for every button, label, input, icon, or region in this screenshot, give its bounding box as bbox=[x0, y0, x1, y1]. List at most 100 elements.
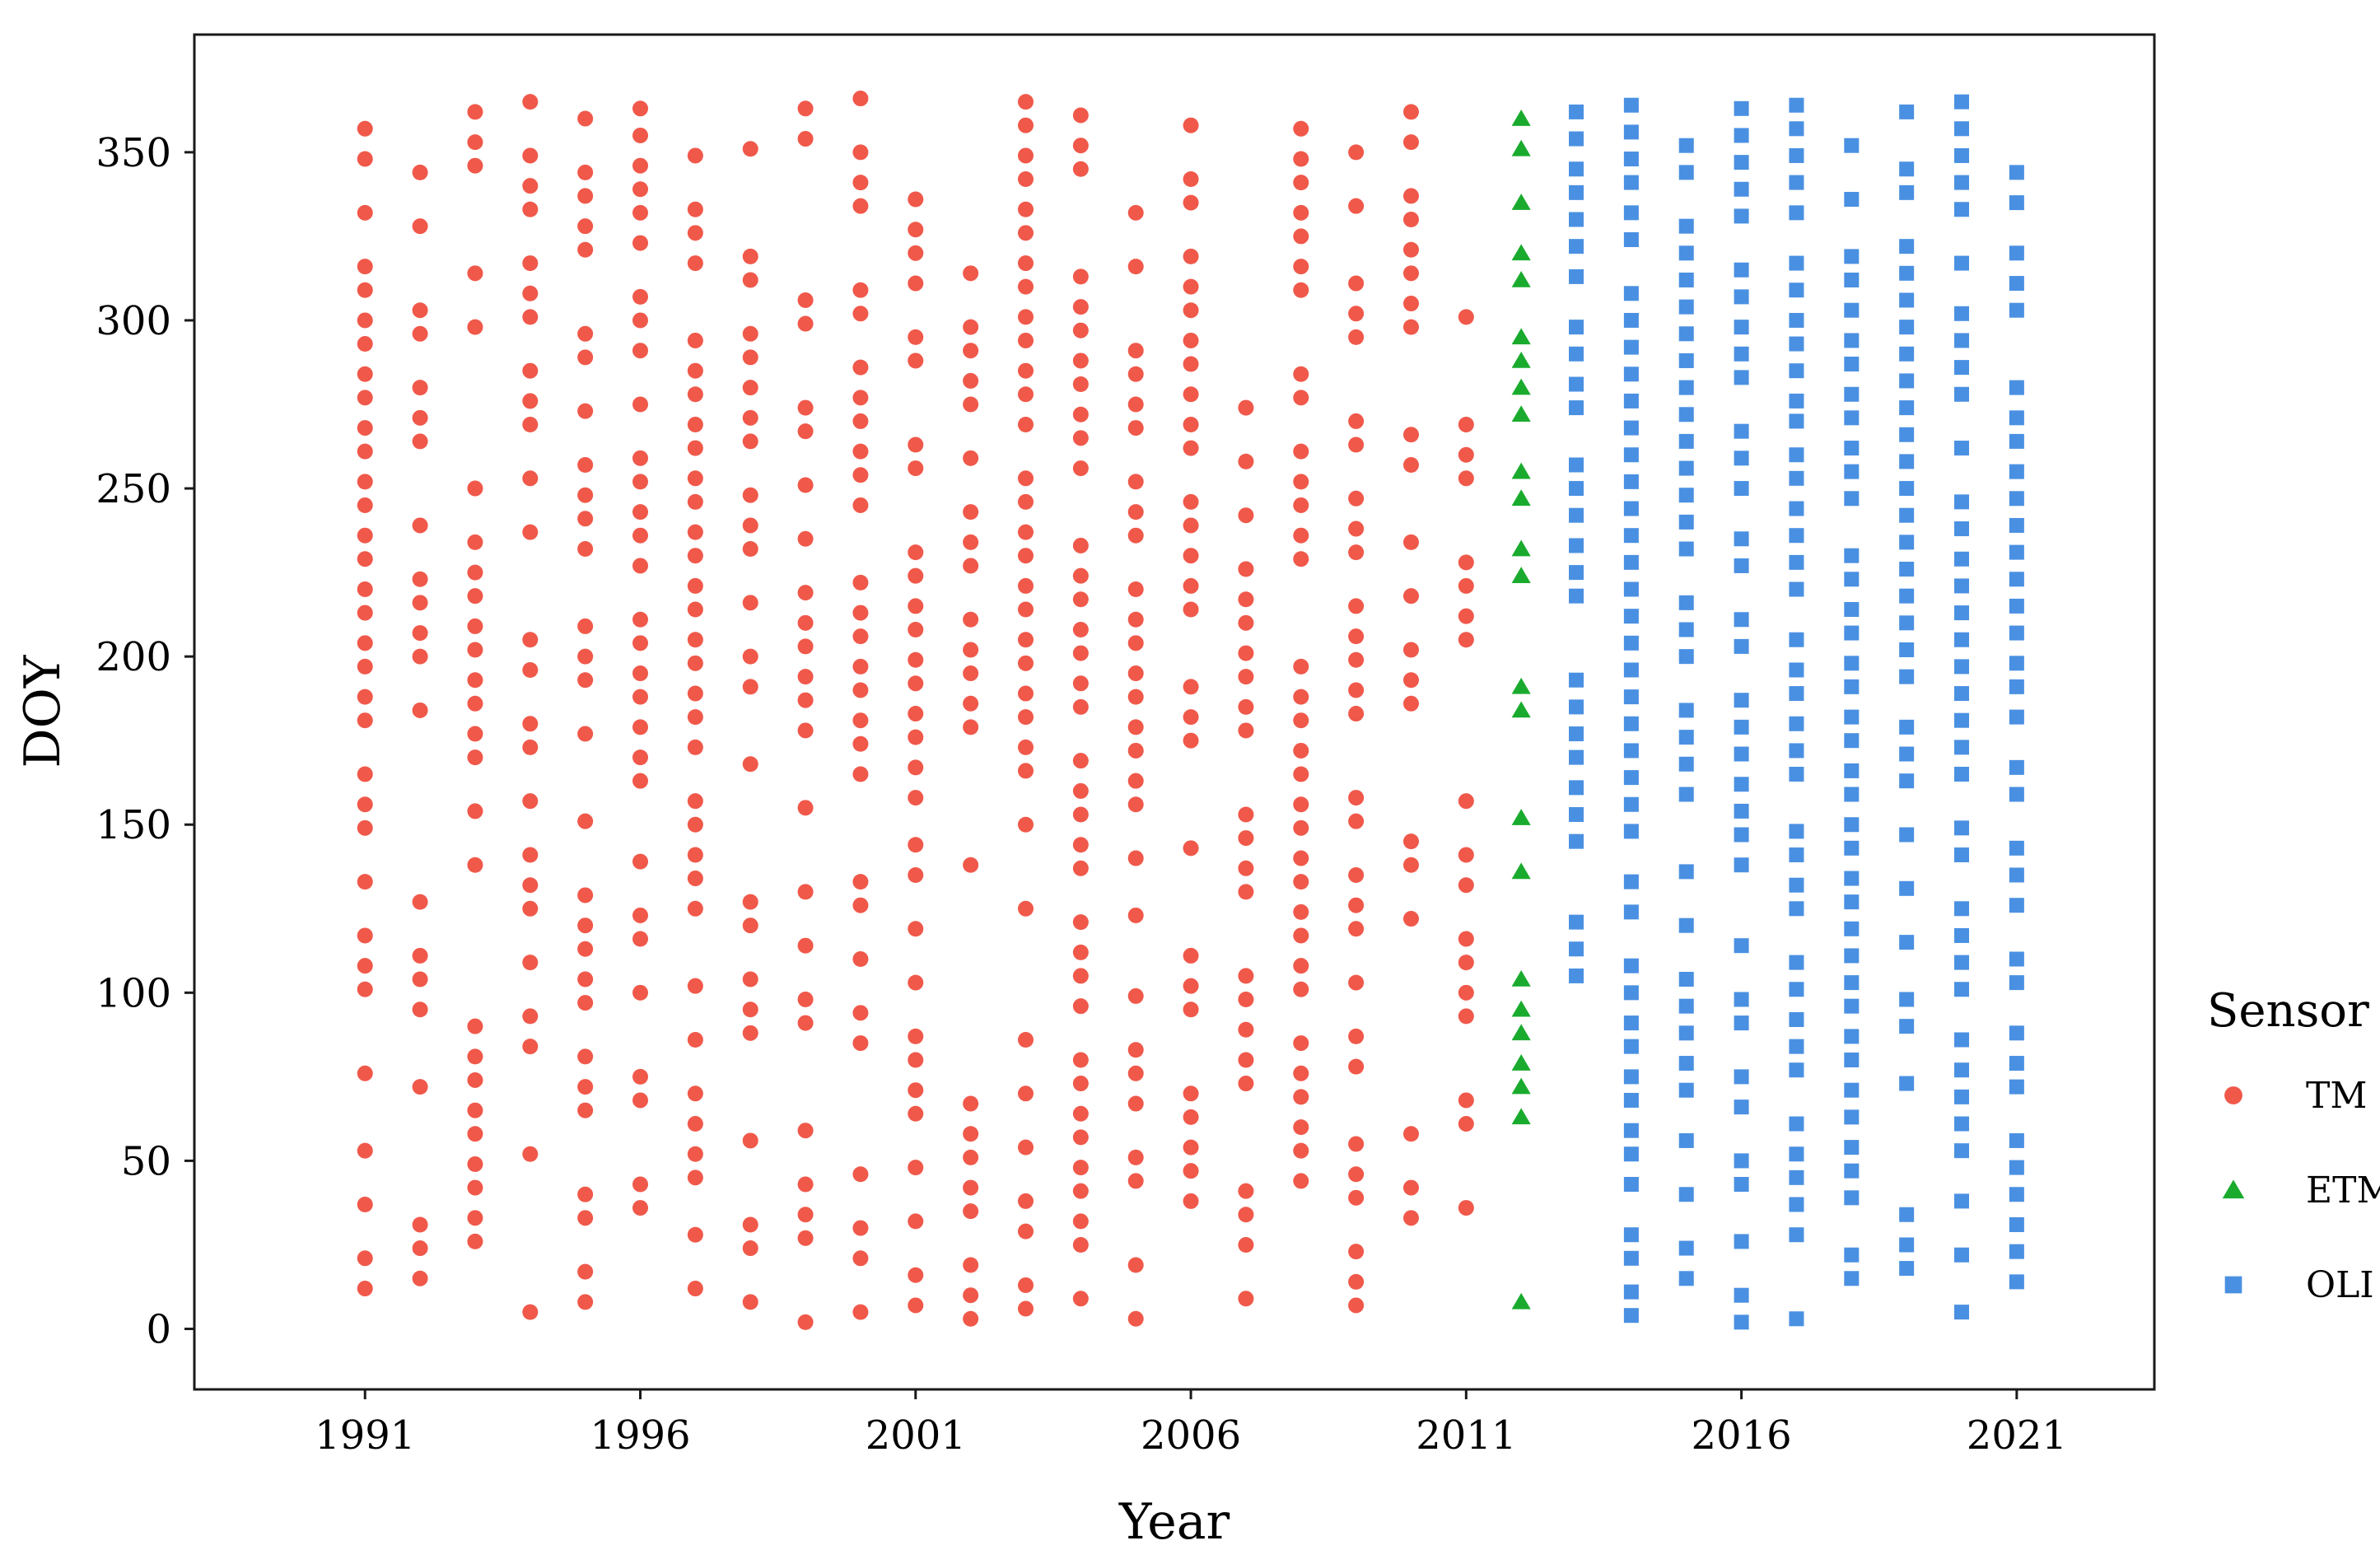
data-point bbox=[1017, 386, 1034, 403]
data-point bbox=[1678, 1025, 1694, 1041]
data-point bbox=[1183, 601, 1199, 618]
data-point bbox=[1127, 796, 1144, 813]
data-point bbox=[1348, 921, 1365, 937]
data-point bbox=[1899, 507, 1915, 523]
data-point bbox=[908, 460, 924, 477]
data-point bbox=[412, 1240, 428, 1257]
data-point bbox=[1402, 672, 1419, 689]
data-point bbox=[742, 756, 758, 773]
data-point bbox=[1511, 567, 1531, 583]
data-point bbox=[1072, 1052, 1089, 1068]
data-point bbox=[687, 739, 703, 755]
y-tick-label: 250 bbox=[96, 466, 171, 512]
data-point bbox=[1127, 366, 1144, 382]
data-point bbox=[1623, 904, 1639, 920]
data-point bbox=[1017, 362, 1034, 379]
data-point bbox=[687, 655, 703, 671]
data-point bbox=[1072, 860, 1089, 876]
data-point bbox=[1789, 1039, 1804, 1054]
data-point bbox=[852, 628, 869, 645]
data-point bbox=[1017, 685, 1034, 702]
data-point bbox=[908, 1105, 924, 1122]
data-point bbox=[522, 1039, 539, 1055]
data-point bbox=[1954, 551, 1970, 567]
data-point bbox=[687, 1031, 703, 1048]
data-point bbox=[742, 517, 758, 534]
data-point bbox=[577, 487, 594, 503]
data-point bbox=[1734, 803, 1749, 819]
data-point bbox=[1734, 857, 1749, 873]
data-point bbox=[852, 359, 869, 376]
data-point bbox=[1678, 352, 1694, 368]
data-point bbox=[1293, 689, 1309, 705]
data-point bbox=[963, 1149, 979, 1165]
data-point bbox=[1734, 181, 1749, 197]
data-point bbox=[1734, 992, 1749, 1007]
data-point bbox=[1293, 874, 1309, 890]
data-point bbox=[1017, 816, 1034, 833]
data-point bbox=[467, 672, 483, 689]
data-point bbox=[467, 564, 483, 581]
data-point bbox=[357, 605, 373, 621]
data-point bbox=[357, 497, 373, 513]
data-point bbox=[577, 541, 594, 558]
data-point bbox=[632, 749, 649, 766]
data-point bbox=[852, 712, 869, 729]
data-point bbox=[1569, 749, 1584, 765]
data-point bbox=[1899, 161, 1915, 177]
data-point bbox=[1789, 97, 1804, 113]
data-point bbox=[412, 380, 428, 396]
data-point bbox=[1293, 228, 1309, 245]
x-tick-label: 2011 bbox=[1416, 1412, 1516, 1459]
data-point bbox=[1183, 171, 1199, 188]
series-tm bbox=[357, 91, 1474, 1330]
data-point bbox=[1789, 393, 1804, 409]
data-point bbox=[742, 1132, 758, 1149]
data-point bbox=[2009, 1132, 2024, 1148]
data-point bbox=[1072, 322, 1089, 338]
data-point bbox=[1844, 464, 1860, 479]
data-point bbox=[1734, 638, 1749, 654]
data-point bbox=[687, 225, 703, 241]
data-point bbox=[412, 218, 428, 235]
data-point bbox=[2009, 1216, 2024, 1232]
data-point bbox=[577, 1294, 594, 1310]
data-point bbox=[1954, 175, 1970, 190]
data-point bbox=[1183, 278, 1199, 295]
data-point bbox=[1623, 152, 1639, 167]
data-point bbox=[412, 595, 428, 611]
series-etm- bbox=[1511, 110, 1531, 1310]
data-point bbox=[467, 1018, 483, 1034]
data-point bbox=[1954, 441, 1970, 456]
data-point bbox=[1789, 955, 1804, 970]
data-point bbox=[963, 719, 979, 735]
data-point bbox=[963, 642, 979, 658]
data-point bbox=[1072, 1129, 1089, 1146]
data-point bbox=[742, 248, 758, 264]
data-point bbox=[632, 558, 649, 574]
data-point bbox=[742, 648, 758, 665]
series-oli bbox=[1569, 94, 2024, 1330]
data-point bbox=[2009, 1274, 2024, 1290]
data-point bbox=[1789, 205, 1804, 221]
data-point bbox=[412, 517, 428, 534]
data-point bbox=[852, 1166, 869, 1183]
data-point bbox=[632, 474, 649, 490]
data-point bbox=[742, 141, 758, 157]
data-point bbox=[1127, 689, 1144, 705]
data-point bbox=[522, 470, 539, 487]
data-point bbox=[412, 971, 428, 987]
data-point bbox=[1623, 97, 1639, 113]
data-point bbox=[908, 1028, 924, 1044]
data-point bbox=[522, 147, 539, 164]
data-point bbox=[1899, 669, 1915, 684]
data-point bbox=[1789, 470, 1804, 486]
data-point bbox=[1678, 1187, 1694, 1202]
data-point bbox=[1623, 366, 1639, 382]
data-point bbox=[852, 682, 869, 698]
data-point bbox=[687, 416, 703, 432]
data-point bbox=[1183, 416, 1199, 432]
data-point bbox=[742, 433, 758, 450]
data-point bbox=[1789, 282, 1804, 298]
data-point bbox=[687, 493, 703, 510]
